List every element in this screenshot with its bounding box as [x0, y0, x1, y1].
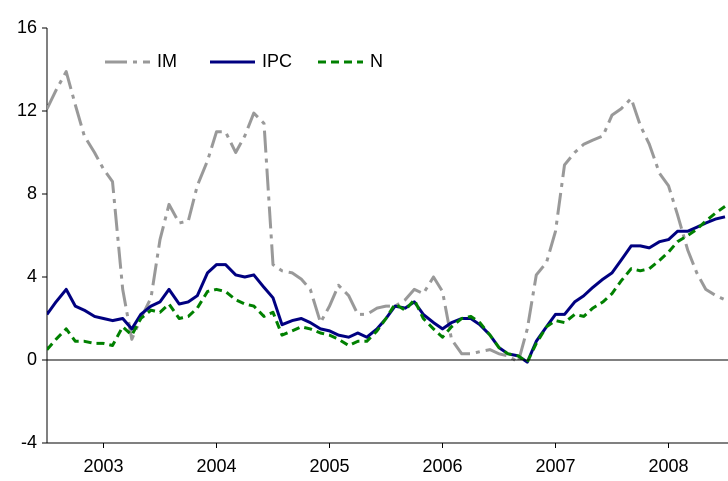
legend-label: N [370, 51, 383, 71]
x-tick-label: 2007 [535, 456, 575, 476]
y-tick-label: -4 [21, 432, 37, 452]
y-tick-label: 12 [17, 100, 37, 120]
y-tick-label: 8 [27, 183, 37, 203]
x-tick-label: 2008 [648, 456, 688, 476]
x-tick-label: 2003 [83, 456, 123, 476]
y-tick-label: 16 [17, 17, 37, 37]
data-line [47, 215, 726, 364]
x-tick-label: 2006 [422, 456, 462, 476]
x-tick-label: 2004 [196, 456, 236, 476]
x-tick-label: 2005 [309, 456, 349, 476]
y-tick-label: 4 [27, 266, 37, 286]
data-line [47, 205, 726, 364]
legend-label: IPC [262, 51, 292, 71]
legend-label: IM [157, 51, 177, 71]
y-tick-label: 0 [27, 349, 37, 369]
data-line [47, 70, 726, 364]
plot-area [47, 70, 726, 364]
